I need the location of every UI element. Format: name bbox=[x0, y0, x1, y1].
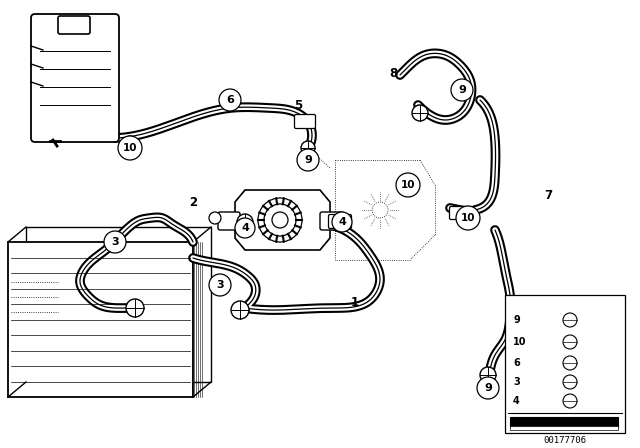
Text: 10: 10 bbox=[461, 213, 476, 223]
Circle shape bbox=[235, 218, 255, 238]
Text: 5: 5 bbox=[294, 99, 302, 112]
Text: 10: 10 bbox=[513, 337, 527, 347]
FancyBboxPatch shape bbox=[505, 295, 625, 433]
Circle shape bbox=[563, 394, 577, 408]
Circle shape bbox=[231, 301, 249, 319]
Circle shape bbox=[396, 173, 420, 197]
Circle shape bbox=[264, 204, 296, 236]
Polygon shape bbox=[26, 227, 211, 382]
Circle shape bbox=[209, 212, 221, 224]
Circle shape bbox=[451, 79, 473, 101]
Text: 4: 4 bbox=[241, 223, 249, 233]
FancyBboxPatch shape bbox=[58, 16, 90, 34]
Text: 9: 9 bbox=[458, 85, 466, 95]
Circle shape bbox=[563, 375, 577, 389]
Circle shape bbox=[237, 214, 253, 230]
Text: 4: 4 bbox=[513, 396, 520, 406]
Text: 10: 10 bbox=[401, 180, 415, 190]
Text: 3: 3 bbox=[111, 237, 119, 247]
Text: 4: 4 bbox=[338, 217, 346, 227]
Circle shape bbox=[258, 198, 302, 242]
Circle shape bbox=[563, 313, 577, 327]
FancyBboxPatch shape bbox=[510, 417, 618, 427]
Circle shape bbox=[219, 89, 241, 111]
Polygon shape bbox=[8, 242, 193, 397]
Text: 9: 9 bbox=[513, 315, 520, 325]
Polygon shape bbox=[235, 190, 330, 250]
Circle shape bbox=[563, 335, 577, 349]
Circle shape bbox=[477, 377, 499, 399]
Text: 1: 1 bbox=[351, 296, 359, 309]
Circle shape bbox=[297, 149, 319, 171]
Circle shape bbox=[412, 105, 428, 121]
Circle shape bbox=[563, 356, 577, 370]
Circle shape bbox=[332, 212, 352, 232]
Circle shape bbox=[272, 212, 288, 228]
FancyBboxPatch shape bbox=[449, 207, 470, 220]
FancyBboxPatch shape bbox=[328, 215, 351, 228]
Circle shape bbox=[123, 136, 137, 150]
Circle shape bbox=[126, 299, 144, 317]
Circle shape bbox=[118, 136, 142, 160]
Circle shape bbox=[372, 202, 388, 218]
Text: 9: 9 bbox=[304, 155, 312, 165]
FancyBboxPatch shape bbox=[294, 115, 316, 129]
Text: 3: 3 bbox=[513, 377, 520, 387]
Text: 7: 7 bbox=[544, 189, 552, 202]
FancyBboxPatch shape bbox=[320, 212, 344, 230]
Text: 8: 8 bbox=[389, 66, 397, 79]
Text: 9: 9 bbox=[484, 383, 492, 393]
FancyBboxPatch shape bbox=[31, 14, 119, 142]
Circle shape bbox=[209, 274, 231, 296]
Text: 2: 2 bbox=[189, 195, 197, 208]
FancyBboxPatch shape bbox=[218, 212, 240, 230]
Circle shape bbox=[104, 231, 126, 253]
Circle shape bbox=[480, 367, 496, 383]
Text: 3: 3 bbox=[216, 280, 224, 290]
Text: 10: 10 bbox=[123, 143, 137, 153]
Text: 00177706: 00177706 bbox=[543, 436, 586, 445]
Text: 6: 6 bbox=[513, 358, 520, 368]
Circle shape bbox=[301, 141, 315, 155]
FancyBboxPatch shape bbox=[510, 426, 618, 430]
Circle shape bbox=[456, 206, 480, 230]
Text: 6: 6 bbox=[226, 95, 234, 105]
